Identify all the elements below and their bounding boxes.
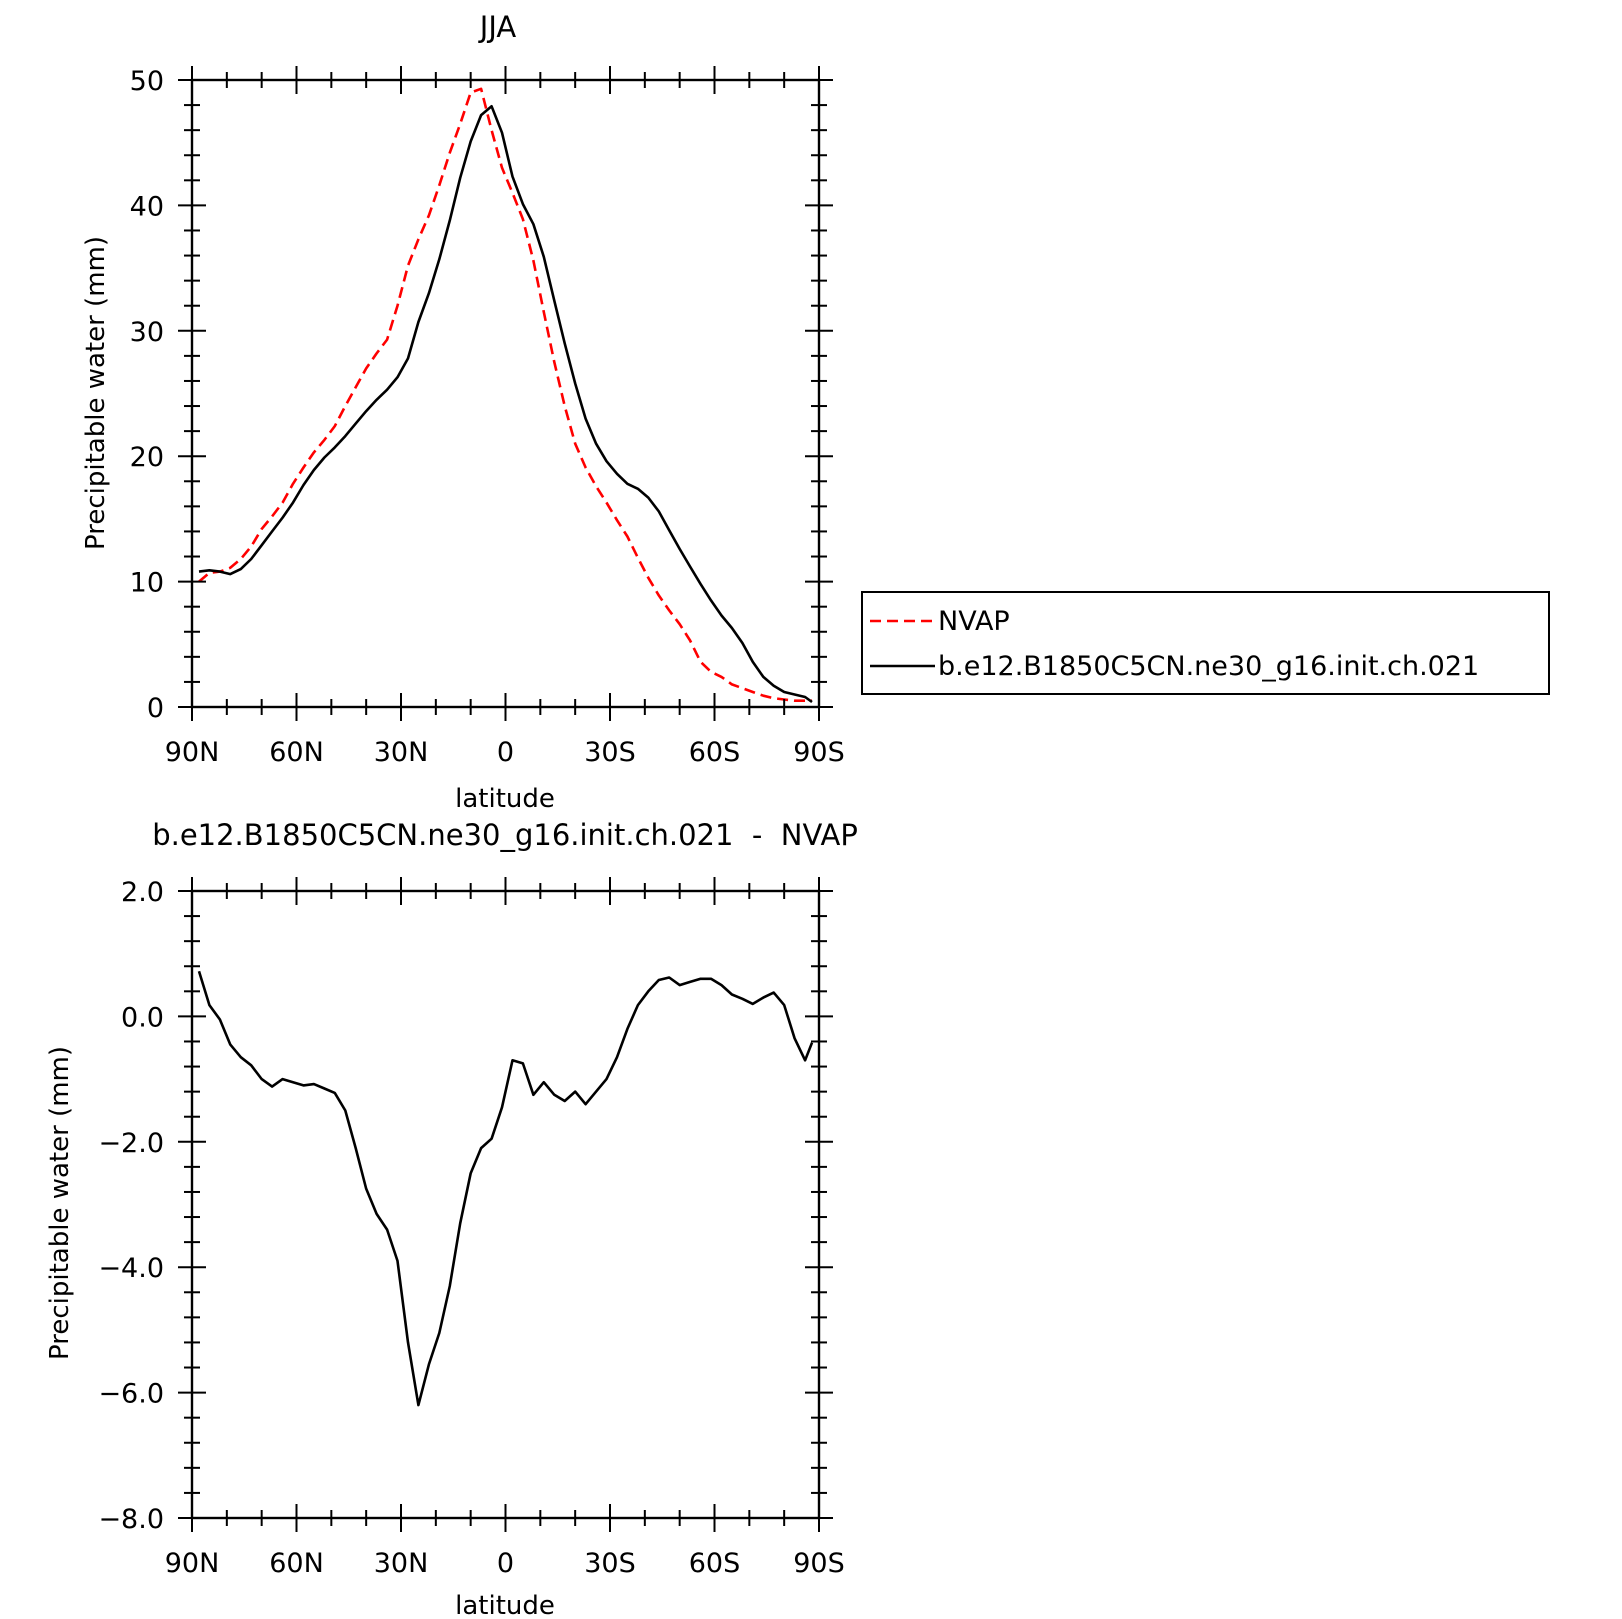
bottom-x-tick-label: 90S <box>793 1548 845 1579</box>
top-x-tick-label: 60N <box>269 737 324 768</box>
legend: NVAP b.e12.B1850C5CN.ne30_g16.init.ch.02… <box>861 591 1550 695</box>
bottom-chart-lines <box>197 970 814 1407</box>
bottom-y-tick-label: −2.0 <box>98 1128 164 1159</box>
top-y-tick-label: 50 <box>130 66 164 97</box>
legend-label-model: b.e12.B1850C5CN.ne30_g16.init.ch.021 <box>938 651 1479 682</box>
bottom-plot-frame <box>190 889 821 1520</box>
bottom-y-tick-label: −6.0 <box>98 1379 164 1410</box>
bottom-x-tick-label: 30N <box>374 1548 429 1579</box>
top-series-line-1 <box>198 105 813 704</box>
top-chart-ticks: 90N 60N 30N 0 30S 60S 90S 0 10 20 30 40 50 <box>130 66 845 768</box>
bottom-y-tick-label: −8.0 <box>98 1504 164 1535</box>
top-x-tick-label: 30S <box>584 737 636 768</box>
top-panel: JJA 90N 60N 30N 0 30S 60S 90S 0 10 20 30 40 50 latit… <box>81 10 845 814</box>
top-chart-lines <box>198 87 813 704</box>
bottom-series-line-0 <box>197 970 814 1407</box>
bottom-chart-title: b.e12.B1850C5CN.ne30_g16.init.ch.021 - N… <box>152 818 858 852</box>
bottom-chart-ticks: 90N 60N 30N 0 30S 60S 90S 2.0 0.0 −2.0 −4.0 −6.0 −8.… <box>98 877 845 1579</box>
top-x-tick-label: 0 <box>497 737 514 768</box>
top-x-tick-label: 90N <box>165 737 220 768</box>
bottom-y-tick-label: 2.0 <box>121 877 164 908</box>
top-chart-title: JJA <box>478 10 517 44</box>
bottom-x-axis-label: latitude <box>455 1591 555 1619</box>
top-y-tick-label: 30 <box>130 317 164 348</box>
bottom-panel: b.e12.B1850C5CN.ne30_g16.init.ch.021 - N… <box>45 818 858 1619</box>
legend-box <box>861 591 1550 695</box>
legend-label-nvap: NVAP <box>938 606 1010 637</box>
top-y-tick-label: 40 <box>130 191 164 222</box>
top-y-tick-label: 20 <box>130 442 164 473</box>
top-series-line-0 <box>198 87 812 703</box>
top-x-tick-label: 30N <box>374 737 429 768</box>
bottom-x-tick-label: 90N <box>165 1548 220 1579</box>
bottom-y-tick-label: 0.0 <box>121 1002 164 1033</box>
top-x-tick-label: 60S <box>689 737 741 768</box>
bottom-y-axis-label: Precipitable water (mm) <box>45 1046 75 1360</box>
top-y-axis-label: Precipitable water (mm) <box>81 236 111 550</box>
bottom-x-tick-label: 60N <box>269 1548 324 1579</box>
top-x-tick-label: 90S <box>793 737 845 768</box>
bottom-x-tick-label: 60S <box>689 1548 741 1579</box>
top-plot-frame <box>190 78 821 709</box>
top-x-axis-label: latitude <box>455 784 555 814</box>
bottom-y-tick-label: −4.0 <box>98 1253 164 1284</box>
top-y-tick-label: 10 <box>130 568 164 599</box>
bottom-x-tick-label: 0 <box>497 1548 514 1579</box>
bottom-x-tick-label: 30S <box>584 1548 636 1579</box>
top-y-tick-label: 0 <box>147 693 164 724</box>
